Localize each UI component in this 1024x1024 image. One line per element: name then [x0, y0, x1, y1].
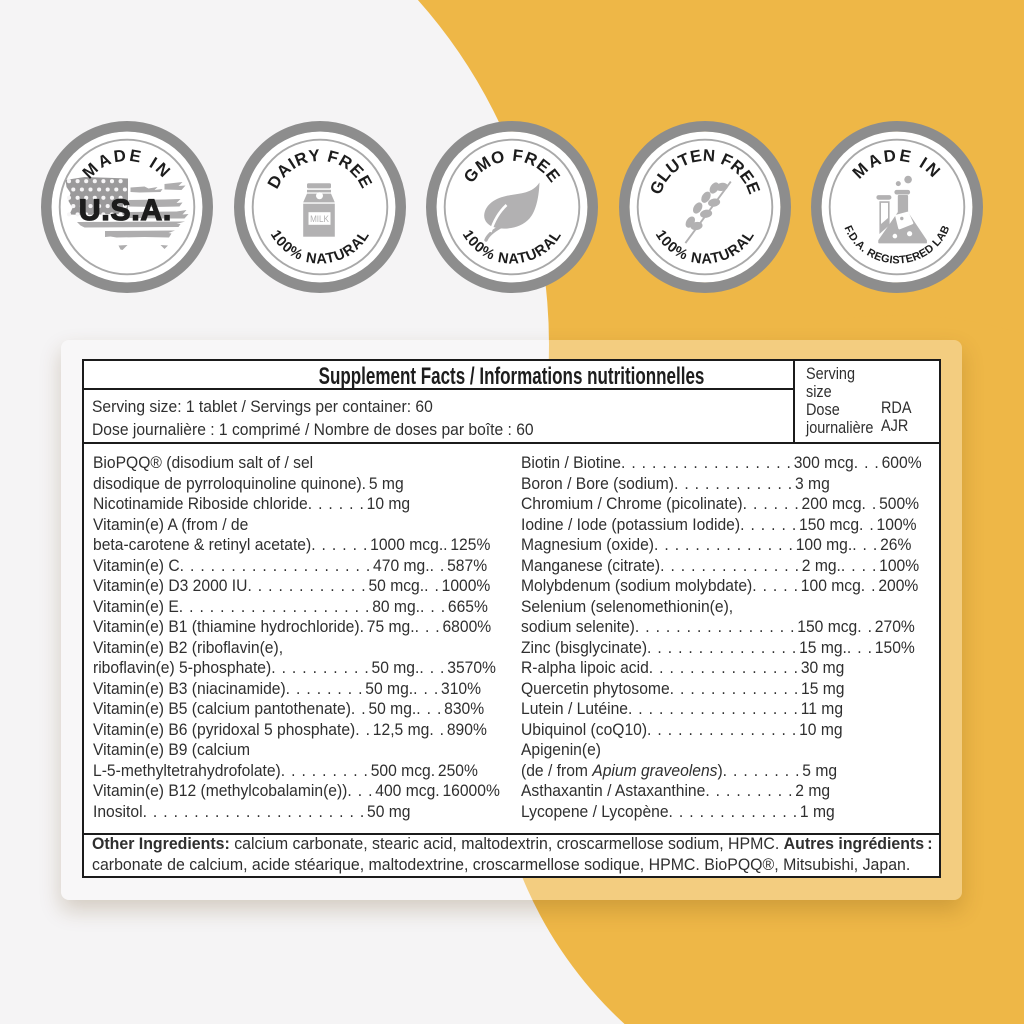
svg-text:MILK: MILK: [310, 214, 329, 224]
svg-text:U.S.A.: U.S.A.: [79, 194, 172, 227]
